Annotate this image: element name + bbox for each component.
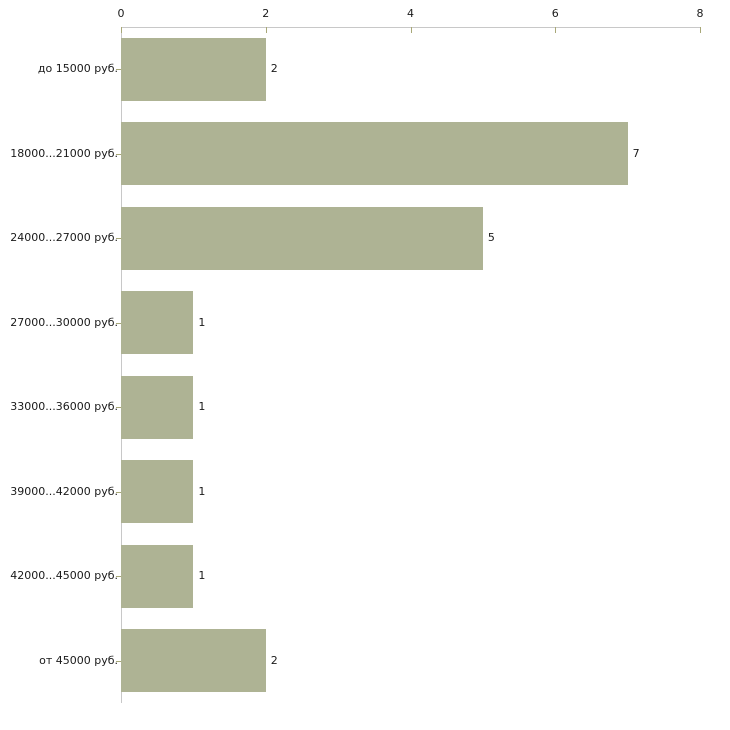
bar-value-label: 2 [270,653,278,667]
category-label: 27000...30000 руб. [10,315,118,329]
y-axis-tick [116,238,121,240]
x-axis-tick-label: 0 [117,7,125,20]
bar-value-label: 5 [487,231,495,245]
x-axis-tick [700,27,701,33]
y-axis-line [121,27,122,703]
bar[interactable] [121,375,194,439]
x-axis-tick [410,27,412,33]
bar-value-label: 1 [198,315,206,329]
bar[interactable] [121,291,194,355]
category-label: 33000...36000 руб. [10,400,118,414]
category-label: до 15000 руб. [37,62,118,76]
bar[interactable] [121,37,266,101]
x-axis-tick-label: 8 [696,7,704,20]
y-axis-tick [116,69,121,71]
x-axis-tick [121,27,122,33]
x-axis-tick-label: 4 [407,7,414,20]
y-axis-category-labels: до 15000 руб. 18000...21000 руб. 24000...2… [0,0,118,730]
category-label: 42000...45000 руб. [10,569,118,583]
bar-value-label: 1 [198,569,206,583]
bar-value-label: 2 [270,62,278,76]
category-label: 39000...42000 руб. [10,484,118,498]
bar-value-label: 7 [632,146,640,160]
bar[interactable] [121,544,194,608]
x-axis-tick-label: 2 [262,7,270,20]
y-axis-tick [116,660,121,662]
y-axis-tick [116,322,121,324]
bar-value-label: 1 [198,484,206,498]
category-label: 18000...21000 руб. [10,146,118,160]
category-label: от 45000 руб. [39,653,118,667]
bar[interactable] [121,629,266,693]
x-axis-tick [555,27,557,33]
y-axis-tick [116,153,121,155]
bar-value-label: 1 [198,400,206,414]
category-label: 24000...27000 руб. [10,231,118,245]
x-axis-tick [265,27,267,33]
bar[interactable] [121,122,628,186]
y-axis-tick [116,576,121,578]
y-axis-tick [116,407,121,409]
x-axis-tick-label: 6 [551,7,559,20]
bar[interactable] [121,460,194,524]
bar[interactable] [121,206,483,270]
plot-area: 2 7 5 1 1 1 1 2 [121,27,700,703]
y-axis-tick [116,491,121,493]
